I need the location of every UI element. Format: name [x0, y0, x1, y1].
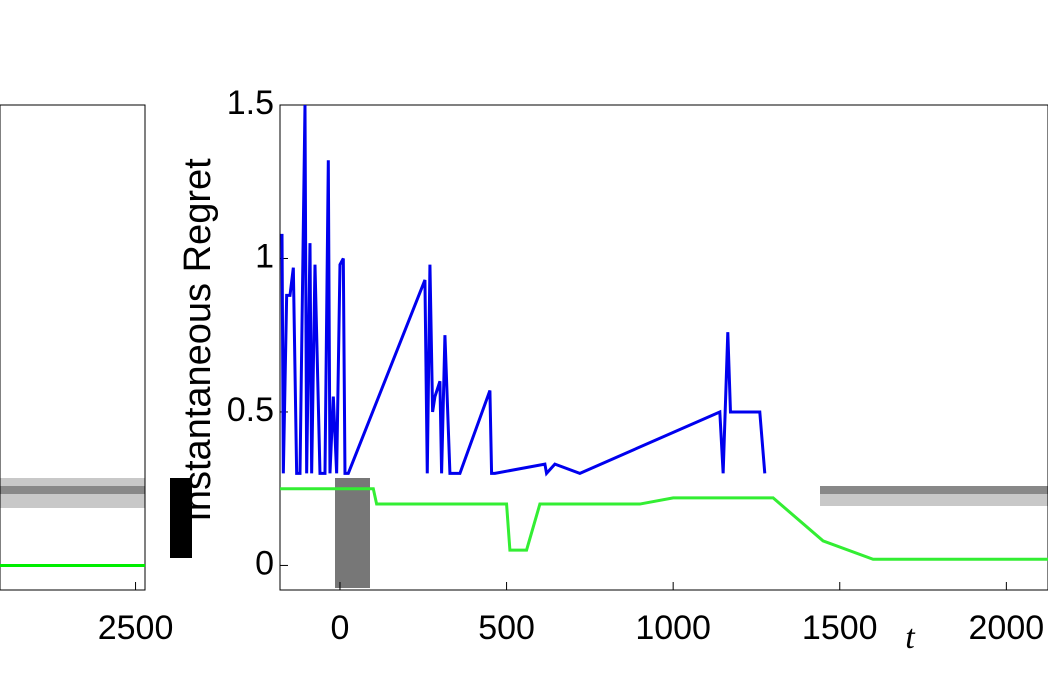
x-tick-label: 2000	[969, 609, 1045, 647]
y-tick-label: 0.5	[227, 391, 274, 429]
band	[170, 478, 192, 558]
y-axis-label: Instantaneous Regret	[177, 158, 219, 522]
y-tick-label: 1.5	[227, 84, 274, 122]
x-tick-label: 500	[478, 609, 535, 647]
x-tick-label: 2500	[98, 609, 174, 647]
band	[0, 486, 145, 494]
x-tick-label: 1000	[635, 609, 711, 647]
x-axis-label: t	[905, 619, 916, 656]
plot-frame	[0, 104, 146, 591]
x-tick-label: 0	[331, 609, 350, 647]
y-tick-label: 0	[255, 544, 274, 582]
x-tick-label: 1500	[802, 609, 878, 647]
band	[335, 478, 370, 588]
y-tick-label: 1	[255, 237, 274, 275]
data-line	[280, 487, 1048, 561]
plot-frame	[279, 104, 1048, 591]
data-line	[280, 104, 767, 477]
band	[820, 486, 1048, 494]
